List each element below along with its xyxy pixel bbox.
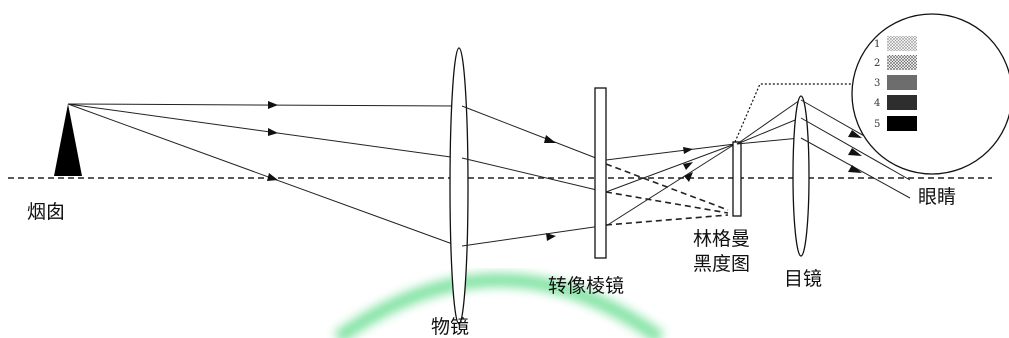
grade-label: 3 xyxy=(874,78,880,89)
ray-arrow xyxy=(683,147,693,154)
grade-swatch xyxy=(887,95,917,110)
incident-ray-arrows xyxy=(267,101,278,181)
label-eye: 眼睛 xyxy=(918,186,956,208)
grade-swatch xyxy=(887,55,917,70)
ray-arrow xyxy=(544,135,556,143)
ray-arrow xyxy=(848,148,862,156)
grade-swatch xyxy=(887,116,917,131)
ray-arrow xyxy=(684,172,693,182)
emergent-ray-arrows xyxy=(848,130,862,173)
ray-arrow xyxy=(683,162,693,170)
grade-swatch xyxy=(887,36,917,51)
relay-prism xyxy=(594,87,607,259)
label-ringelmann-line2: 黑度图 xyxy=(693,253,750,275)
chimney-shape xyxy=(54,104,82,176)
eyepiece-lens xyxy=(792,95,810,257)
label-eyepiece: 目镜 xyxy=(784,268,822,290)
ray-arrow xyxy=(267,173,278,181)
grade-label: 2 xyxy=(874,58,880,69)
ray-arrow xyxy=(848,165,862,173)
label-chimney: 烟囱 xyxy=(27,201,65,223)
prism-ray-arrows xyxy=(544,135,556,241)
grade-label: 5 xyxy=(874,119,880,130)
chart-to-eyepiece-rays xyxy=(736,99,801,145)
ringelmann-grades: 1 2 3 4 5 xyxy=(874,36,917,131)
ray-arrow xyxy=(546,233,556,241)
virtual-rays xyxy=(605,163,729,226)
incident-rays xyxy=(67,103,459,247)
converging-arrows xyxy=(683,147,693,182)
objective-to-prism-rays xyxy=(461,105,602,247)
ray-arrow xyxy=(268,101,278,109)
grade-label: 4 xyxy=(874,98,880,109)
label-relay-prism: 转像棱镜 xyxy=(548,275,624,297)
objective-lens xyxy=(449,47,469,325)
ray-arrow xyxy=(268,128,278,136)
green-glow-arc xyxy=(333,273,665,338)
ray-arrow xyxy=(848,130,862,138)
label-objective: 物镜 xyxy=(431,316,469,338)
grade-swatch xyxy=(887,75,917,90)
magnifier-circle xyxy=(851,13,1009,175)
grade-label: 1 xyxy=(874,39,880,50)
ringelmann-chart-plate xyxy=(732,141,742,217)
prism-to-chart-rays xyxy=(605,143,736,227)
label-ringelmann-line1: 林格曼 xyxy=(693,228,750,250)
magnifier-leader xyxy=(734,83,873,143)
